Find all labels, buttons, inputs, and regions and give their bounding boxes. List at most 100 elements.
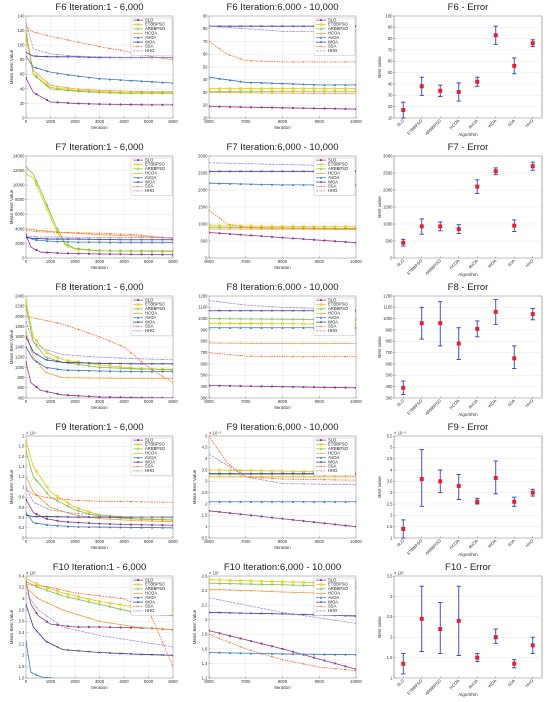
mean-marker-AVOA — [475, 499, 480, 504]
legend-label: ETBBPSO — [328, 582, 349, 587]
y-tick-label: 1.8 — [19, 444, 25, 449]
y-tick-label: 0.4 — [19, 515, 25, 520]
y-tick-label: 60 — [203, 52, 208, 57]
legend-label: HHO — [328, 608, 338, 613]
x-tick-label: 4000 — [119, 399, 129, 404]
legend-label: SLO — [145, 157, 154, 162]
legend-label: HHO — [328, 328, 338, 333]
panel-F8-late: F8 Iteration:6,000 - 10,000 300 400 500 600 7… — [183, 280, 366, 420]
legend-label: AVOA — [145, 175, 157, 180]
y-tick-label: 700 — [201, 350, 209, 355]
x-tick-label: 9000 — [315, 679, 325, 684]
legend-label: AVOA — [328, 595, 340, 600]
y-tick-label: 1.5 — [202, 513, 208, 518]
series-markers-HHO — [26, 22, 173, 58]
series-markers-HHO — [26, 486, 173, 518]
error-bar-HCOA — [456, 474, 461, 500]
legend-label: ETBBPSO — [328, 442, 349, 447]
x-tick-label: 4000 — [119, 119, 129, 124]
mean-marker-SSA — [512, 356, 517, 361]
mean-marker-AVOA — [475, 79, 480, 84]
y-tick-label: 500 — [201, 238, 209, 243]
y-tick-label: 1.6 — [19, 675, 25, 680]
x-tick-label: HCOA — [448, 398, 460, 410]
y-axis-label: Mean Best Value — [192, 609, 197, 644]
plot-area — [393, 575, 543, 679]
mean-marker-AVOA — [475, 655, 480, 660]
y-tick-label: 2.2 — [19, 641, 25, 646]
error-bar-HHO — [530, 636, 535, 654]
y-tick-label: 1.5 — [387, 524, 393, 529]
chart-F8-early: F8 Iteration:1 - 6,000 400 600 800 1000 1200 1… — [9, 282, 178, 410]
legend-label: ETBBPSO — [145, 302, 166, 307]
y-tick-label: 1200 — [198, 293, 208, 298]
legend-label: HCOA — [145, 311, 157, 316]
error-bar-AVOA — [475, 76, 480, 87]
y-tick-label: 2.8 — [19, 607, 25, 612]
legend-label: ARBBPSO — [145, 446, 166, 451]
series-markers-WOA — [26, 335, 173, 366]
series-markers-HCOA — [209, 475, 356, 478]
y-tick-label: 900 — [201, 327, 209, 332]
legend-label: SSA — [145, 464, 154, 469]
panel-F6-early: F6 Iteration:1 - 6,000 0 20 40 60 80 100 120 140… — [0, 0, 183, 140]
series-markers-AVOA — [209, 651, 356, 656]
chart-F6-late: F6 Iteration:6,000 - 10,000 10 20 30 40 50 60 7… — [203, 2, 363, 130]
y-exponent-label: × 10⁴ — [26, 431, 36, 436]
x-tick-label: ETBBPSO — [406, 398, 424, 416]
y-tick-label: 500 — [201, 373, 209, 378]
x-tick-label: 4000 — [119, 679, 129, 684]
error-bar-HHO — [530, 161, 535, 171]
legend-label: ARBBPSO — [328, 446, 349, 451]
y-tick-label: 10 — [388, 115, 393, 120]
legend-label: HHO — [145, 608, 155, 613]
chart-title: F9 - Error — [448, 422, 489, 433]
error-bar-SLO — [401, 519, 406, 539]
legend-label: SLO — [145, 437, 154, 442]
y-tick-label: 1500 — [198, 204, 208, 209]
series-line-SLO — [26, 581, 173, 631]
error-bar-ARBBPSO — [438, 84, 443, 97]
y-tick-label: 0 — [22, 115, 25, 120]
legend-label: AVOA — [328, 455, 340, 460]
panel-F9-early: F9 Iteration:1 - 6,000 0 0.2 0.4 0.6 0.8 1 1.2 1… — [0, 420, 183, 560]
x-tick-label: 4000 — [119, 539, 129, 544]
chart-F6-error: F6 - Error 10 20 30 40 50 60 70 80 90 100 Best valu… — [377, 2, 543, 137]
series-markers-SLO — [209, 384, 356, 389]
y-tick-label: 900 — [386, 327, 394, 332]
error-bar-HCOA — [456, 327, 461, 360]
legend-label: AVOA — [328, 315, 340, 320]
x-tick-label: 6000 — [204, 679, 214, 684]
legend-label: ARBBPSO — [328, 26, 349, 31]
mean-marker-HHO — [530, 490, 535, 495]
y-axis-label: Mean Best Value — [9, 329, 14, 364]
mean-marker-ETBBPSO — [419, 616, 424, 621]
series-line-ARBBPSO — [26, 166, 173, 252]
legend-label: ETBBPSO — [328, 162, 349, 167]
x-tick-label: 0 — [25, 679, 28, 684]
x-axis-label: Iteration — [91, 265, 108, 270]
y-tick-label: 3000 — [383, 153, 393, 158]
mean-marker-ARBBPSO — [438, 88, 443, 93]
series-line-HHO — [26, 486, 173, 518]
mean-marker-WOA — [493, 475, 498, 480]
x-tick-label: 10000 — [350, 119, 362, 124]
y-exponent-label: × 10⁻³ — [394, 431, 406, 436]
legend-label: ETBBPSO — [145, 442, 166, 447]
series-markers-HHO — [26, 592, 173, 648]
x-tick-label: 3000 — [95, 119, 105, 124]
y-tick-label: 4 — [205, 456, 208, 461]
series-markers-SLO — [209, 509, 356, 528]
x-tick-label: 4000 — [119, 259, 129, 264]
x-tick-label: 8000 — [278, 539, 288, 544]
error-bar-SLO — [401, 653, 406, 675]
x-tick-label: ARBBPSO — [424, 538, 442, 556]
series-markers-HHO — [26, 235, 173, 238]
chart-title: F7 Iteration:1 - 6,000 — [55, 142, 143, 153]
legend-label: SLO — [328, 297, 337, 302]
legend-label: ETBBPSO — [145, 22, 166, 27]
error-bar-WOA — [493, 298, 498, 325]
mean-marker-HHO — [530, 41, 535, 46]
